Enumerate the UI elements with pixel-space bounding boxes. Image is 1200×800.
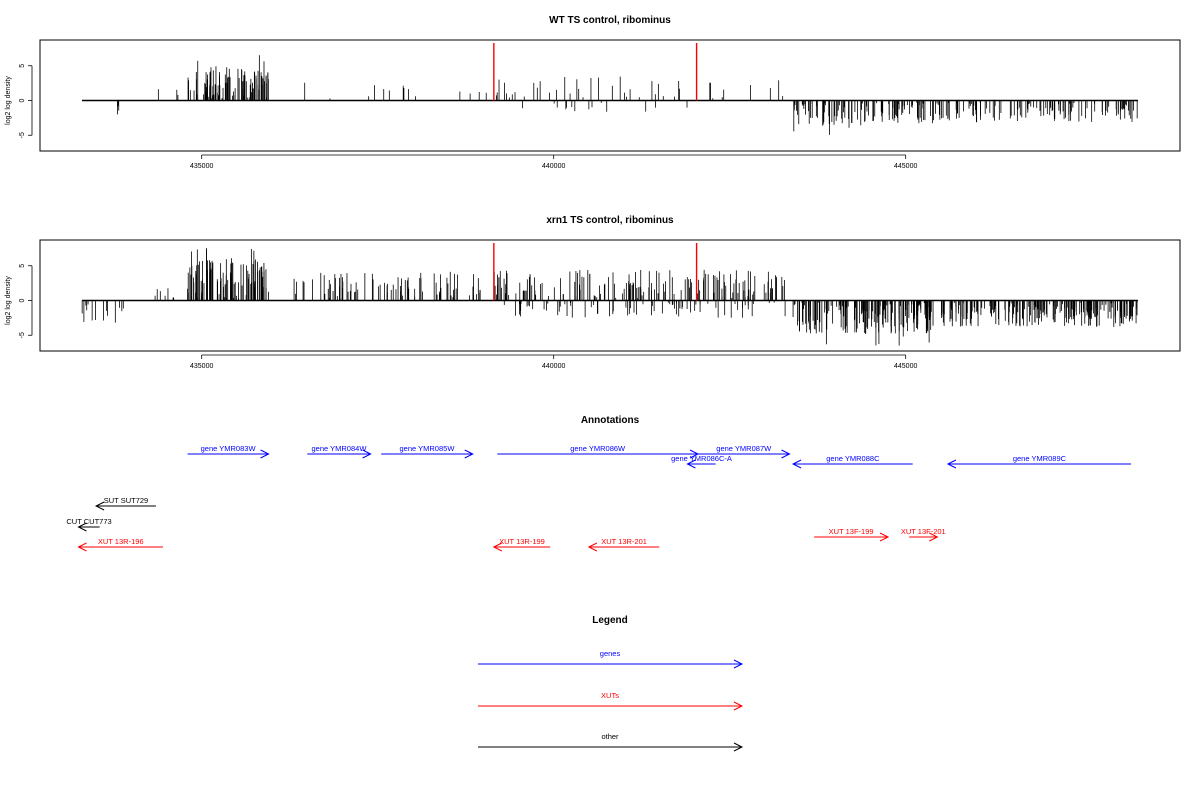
feature-label: XUT 13R-199 — [499, 537, 545, 546]
annotations-title: Annotations — [581, 415, 640, 426]
feature-arrow: XUT 13F-201 — [901, 527, 946, 542]
track-panel-1: WT TS control, ribominus -5 0 5 log2 log den… — [5, 15, 1181, 170]
feature-label: gene YMR083W — [201, 444, 257, 453]
y-tick-label: 5 — [19, 264, 26, 268]
y-axis-label: log2 log density — [5, 276, 12, 325]
feature-arrow: XUT 13R-201 — [587, 537, 660, 552]
track-title: xrn1 TS control, ribominus — [546, 215, 674, 226]
legend-label: genes — [600, 649, 621, 658]
x-tick-label: 435000 — [190, 163, 213, 170]
feature-arrow: gene YMR088C — [791, 454, 913, 469]
x-tick-label: 445000 — [894, 163, 917, 170]
feature-arrow: SUT SUT729 — [94, 496, 156, 511]
legend-panel: Legend genes XUTs other — [478, 615, 744, 752]
legend-label: XUTs — [601, 691, 619, 700]
feature-label: CUT CUT773 — [66, 517, 111, 526]
feature-label: XUT 13R-196 — [98, 537, 144, 546]
arrow-head — [77, 522, 87, 532]
feature-arrow: gene YMR086W — [497, 444, 700, 459]
feature-label: gene YMR084W — [312, 444, 368, 453]
feature-label: XUT 13R-201 — [601, 537, 647, 546]
feature-label: XUT 13F-201 — [901, 527, 946, 536]
y-tick-label: -5 — [19, 332, 26, 338]
y-tick-label: 0 — [19, 98, 26, 102]
y-tick-label: -5 — [19, 132, 26, 138]
feature-arrow: XUT 13R-196 — [77, 537, 163, 552]
feature-label: gene YMR085W — [400, 444, 456, 453]
track-title: WT TS control, ribominus — [549, 15, 671, 26]
track-panel-2: xrn1 TS control, ribominus -5 0 5 log2 log d… — [5, 215, 1181, 370]
feature-arrow: gene YMR086C-A — [671, 454, 732, 469]
arrow-head — [879, 532, 890, 542]
x-tick-label: 445000 — [894, 363, 917, 370]
arrow-head — [464, 449, 474, 459]
y-axis-label: log2 log density — [5, 76, 12, 125]
legend-item-gene: genes — [478, 649, 744, 669]
feature-label: gene YMR086W — [570, 444, 626, 453]
x-tick-label: 440000 — [542, 363, 565, 370]
arrow-head — [362, 449, 372, 459]
plot-frame — [39, 39, 1181, 152]
feature-arrow: gene YMR087W — [698, 444, 791, 459]
arrow-head — [733, 701, 744, 711]
feature-arrow: gene YMR085W — [381, 444, 474, 459]
arrow-head — [587, 542, 598, 552]
feature-label: SUT SUT729 — [104, 496, 148, 505]
arrow-head — [492, 542, 503, 552]
legend-label: other — [601, 732, 619, 741]
x-tick-label: 440000 — [542, 163, 565, 170]
y-tick-label: 5 — [19, 64, 26, 68]
arrow-head — [791, 459, 802, 469]
legend-item-other: other — [478, 732, 744, 752]
legend-item-xut: XUTs — [478, 691, 744, 711]
feature-label: gene YMR089C — [1013, 454, 1067, 463]
arrow-head — [946, 459, 957, 469]
feature-label: XUT 13F-199 — [829, 527, 874, 536]
arrow-head — [260, 449, 270, 459]
arrow-head — [781, 449, 791, 459]
feature-arrow: gene YMR089C — [946, 454, 1131, 469]
feature-label: gene YMR088C — [826, 454, 880, 463]
arrow-head — [929, 532, 939, 542]
arrow-head — [733, 659, 744, 669]
arrow-head — [733, 742, 744, 752]
feature-label: gene YMR086C-A — [671, 454, 732, 463]
density-bars — [117, 55, 1138, 135]
feature-arrow: gene YMR084W — [307, 444, 372, 459]
annotations-panel: Annotations gene YMR083W gene YMR084W gene … — [66, 415, 1131, 552]
feature-arrow: gene YMR083W — [187, 444, 270, 459]
legend-title: Legend — [592, 615, 628, 626]
feature-arrow: CUT CUT773 — [66, 517, 112, 532]
feature-arrow: XUT 13F-199 — [814, 527, 890, 542]
y-tick-label: 0 — [19, 298, 26, 302]
density-bars — [81, 248, 1138, 346]
feature-label: gene YMR087W — [716, 444, 772, 453]
arrow-head — [94, 501, 105, 511]
feature-arrow: XUT 13R-199 — [492, 537, 551, 552]
plot-frame — [39, 239, 1181, 352]
arrow-head — [686, 459, 696, 469]
arrow-head — [77, 542, 87, 552]
x-tick-label: 435000 — [190, 363, 213, 370]
